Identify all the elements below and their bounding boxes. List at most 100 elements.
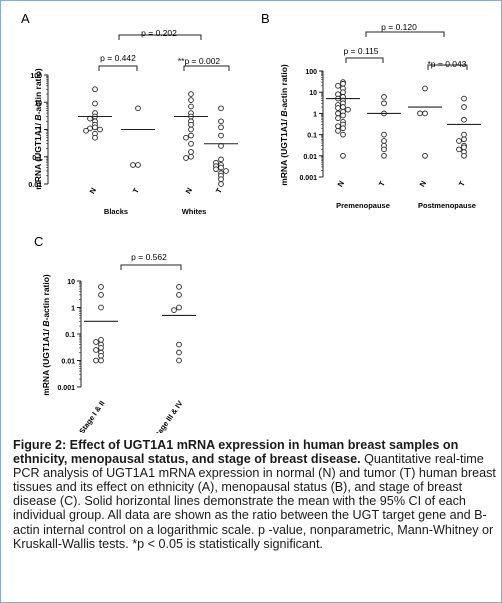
data-point-a	[183, 134, 189, 141]
data-point-b	[335, 110, 341, 117]
data-point-a	[213, 166, 219, 173]
data-point-a	[92, 134, 98, 141]
data-point-c	[98, 357, 104, 364]
data-point-b	[345, 106, 351, 113]
data-point-a	[218, 164, 224, 171]
data-point-c	[176, 349, 182, 356]
x-category-label-a: N	[88, 186, 99, 195]
data-point-b	[461, 144, 467, 151]
data-point-a	[188, 103, 194, 110]
data-point-b	[422, 152, 428, 159]
panel-letter-c: C	[34, 234, 43, 249]
y-tick-label-a: 0.1	[32, 155, 42, 162]
y-tick-label-a: 100	[30, 73, 42, 80]
x-category-label-c: Stage I & II	[77, 399, 106, 433]
x-category-label-b: T	[457, 179, 467, 188]
data-point-b	[456, 146, 462, 153]
panel-letter-a: A	[21, 11, 30, 26]
x-category-label-c: Stage III & IV	[151, 399, 184, 433]
data-point-c	[98, 337, 104, 343]
data-point-a	[223, 168, 229, 174]
caption-title: Figure 2: Effect of UGT1A1 mRNA expressi…	[13, 438, 459, 467]
y-tick-label-c: 0.001	[57, 385, 75, 392]
y-tick-label-b: 0.001	[299, 175, 317, 182]
data-point-b	[461, 104, 467, 110]
significance-bracket-b	[427, 64, 468, 70]
data-point-a	[87, 125, 93, 132]
y-tick-label-c: 0.1	[65, 332, 75, 339]
y-axis-label-c: mRNA (UGT1A1/ B-actin ratio)	[41, 274, 51, 396]
data-point-c	[98, 352, 104, 359]
x-category-label-b: N	[418, 179, 429, 188]
p-value-label-c: p = 0.562	[131, 252, 167, 262]
p-value-label-a: p = 0.202	[141, 28, 177, 38]
data-point-b	[335, 82, 341, 89]
data-point-a	[92, 124, 98, 131]
data-point-b	[461, 136, 467, 143]
data-point-c	[98, 304, 104, 311]
panel-letter-b: B	[261, 11, 270, 26]
y-tick-label-b: 1	[313, 111, 317, 118]
data-point-b	[381, 138, 387, 144]
significance-bracket-c	[120, 264, 182, 270]
data-point-b	[335, 123, 341, 130]
y-axis-label-b: mRNA (UGT1A1/ B-actin ratio)	[279, 64, 289, 186]
data-point-b	[461, 152, 467, 159]
p-value-label-b: *p = 0.043	[428, 59, 467, 69]
data-point-c	[176, 292, 182, 298]
data-point-c	[98, 284, 104, 290]
y-tick-label-b: 0.1	[307, 133, 317, 140]
data-point-a	[188, 153, 194, 160]
data-point-c	[93, 357, 99, 364]
data-point-a	[218, 132, 224, 139]
x-category-label-a: T	[214, 186, 224, 195]
data-point-b	[381, 152, 387, 159]
p-value-label-a: **p = 0.002	[178, 56, 221, 66]
data-point-a	[218, 118, 224, 125]
data-point-a	[183, 155, 189, 161]
x-category-label-b: N	[336, 179, 347, 188]
data-point-b	[422, 85, 428, 92]
data-point-b	[422, 110, 428, 117]
data-point-b	[381, 94, 387, 100]
data-point-c	[93, 347, 99, 353]
data-point-b	[461, 116, 467, 123]
data-point-a	[188, 140, 194, 147]
data-point-a	[83, 127, 89, 134]
x-group-label-a: Whites	[182, 207, 207, 216]
y-tick-label-b: 0.01	[303, 154, 317, 161]
data-point-a	[97, 126, 103, 133]
data-point-a	[218, 124, 224, 131]
data-point-a	[130, 162, 136, 168]
data-point-c	[176, 341, 182, 348]
significance-bracket-b	[365, 31, 445, 37]
data-point-b	[456, 138, 462, 144]
data-point-a	[135, 105, 141, 112]
data-point-a	[188, 132, 194, 139]
x-group-label-a: Blacks	[104, 207, 128, 216]
data-point-a	[135, 162, 141, 168]
x-category-label-a: N	[184, 186, 195, 195]
data-point-c	[176, 304, 182, 311]
data-point-b	[340, 152, 346, 159]
y-axis-label-a: mRNA (UGT1A1/ B-actin ratio)	[33, 68, 43, 190]
x-category-label-b: T	[377, 179, 387, 188]
data-point-a	[188, 126, 194, 133]
y-tick-label-b: 10	[309, 90, 317, 97]
y-tick-label-b: 100	[305, 69, 317, 76]
data-point-b	[381, 100, 387, 107]
data-point-b	[340, 131, 346, 138]
data-point-b	[335, 115, 341, 121]
data-point-a	[218, 176, 224, 183]
data-point-b	[381, 146, 387, 153]
data-point-a	[188, 91, 194, 97]
data-point-b	[417, 110, 423, 117]
significance-bracket-a	[118, 34, 202, 40]
data-point-a	[218, 156, 224, 163]
data-point-b	[340, 89, 346, 96]
x-category-label-a: T	[131, 186, 141, 195]
y-tick-label-a: 10	[34, 100, 42, 107]
data-point-c	[98, 345, 104, 351]
data-point-b	[335, 128, 341, 134]
